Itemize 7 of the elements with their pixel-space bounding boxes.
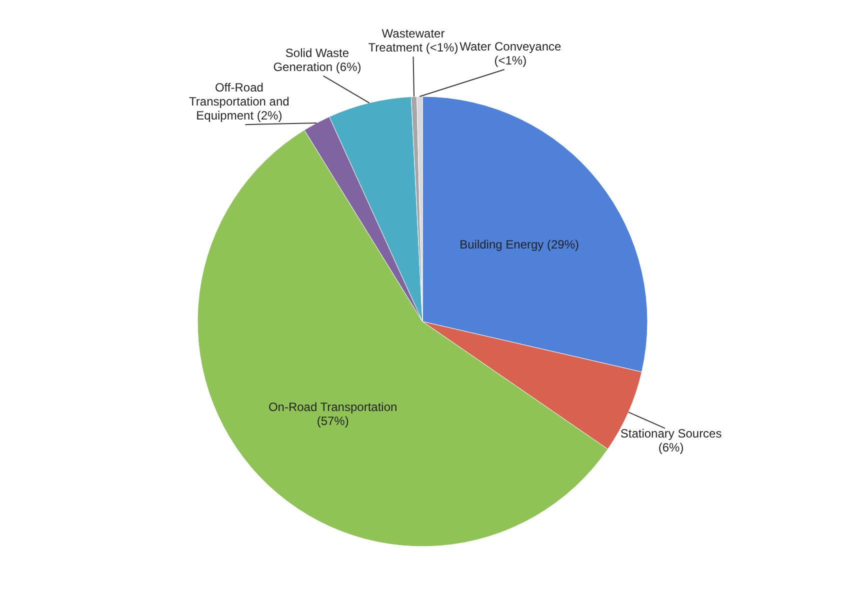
- slice-label: Wastewater Treatment (<1%): [368, 26, 458, 55]
- slice-label: On-Road Transportation (57%): [268, 400, 398, 428]
- slice-label: Off-Road Transportation and Equipment (2%): [189, 80, 290, 123]
- slice-label: Solid Waste Generation (6%): [273, 46, 362, 74]
- slice-label: Water Conveyance (<1%): [460, 39, 562, 68]
- slice-label: Stationary Sources (6%): [620, 426, 722, 454]
- slice-label: Building Energy (29%): [460, 237, 580, 252]
